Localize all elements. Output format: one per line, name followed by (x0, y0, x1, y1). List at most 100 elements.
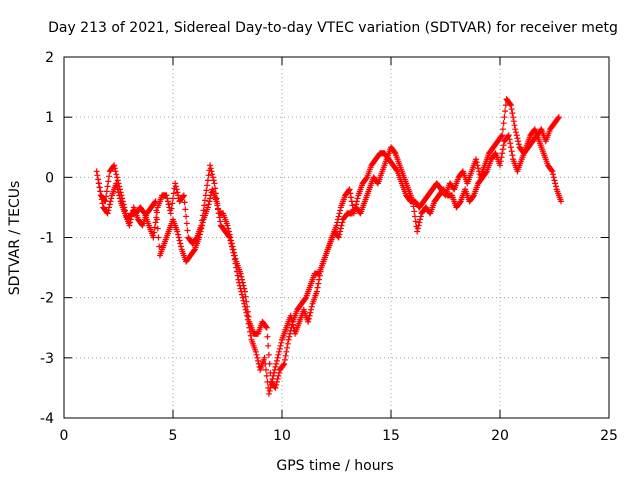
data-point (499, 132, 506, 139)
data-point-interp (165, 201, 172, 208)
data-point-interp (515, 141, 522, 148)
data-point (167, 210, 174, 217)
data-point-interp (498, 154, 505, 161)
x-tick-label: 0 (60, 428, 69, 444)
data-point-interp (225, 233, 232, 240)
data-point-interp (263, 372, 270, 379)
data-point-interp (354, 195, 361, 202)
data-point (172, 180, 179, 187)
data-point-interp (278, 339, 285, 346)
x-axis-label: GPS time / hours (276, 458, 393, 474)
data-point (274, 354, 281, 361)
data-point-interp (94, 172, 101, 179)
data-point-interp (271, 369, 278, 376)
data-point-interp (205, 172, 212, 179)
data-point-interp (511, 122, 518, 129)
data-point-interp (411, 208, 418, 215)
data-point-interp (275, 372, 282, 379)
data-point (263, 324, 270, 331)
data-point-interp (128, 213, 135, 220)
data-point (93, 168, 100, 175)
data-point (224, 222, 231, 229)
data-point (270, 372, 277, 379)
data-point-interp (353, 198, 360, 205)
x-tick-label: 20 (491, 428, 509, 444)
data-point (409, 198, 416, 205)
x-tick-label: 10 (273, 428, 291, 444)
data-point-interp (227, 237, 234, 244)
data-point (252, 348, 259, 355)
data-point-interp (151, 199, 158, 206)
data-point-interp (98, 192, 105, 199)
chart-title: Day 213 of 2021, Sidereal Day-to-day VTE… (48, 20, 618, 36)
data-point-interp (502, 102, 509, 109)
data-point-interp (115, 189, 122, 196)
data-point-interp (475, 165, 482, 172)
data-point-interp (151, 229, 158, 236)
data-point-interp (196, 231, 203, 238)
data-point-interp (247, 328, 254, 335)
data-point (473, 156, 480, 163)
data-point-interp (315, 280, 322, 287)
data-point (207, 162, 214, 169)
data-point-interp (555, 115, 562, 122)
data-point (346, 186, 353, 193)
data-point-interp (173, 186, 180, 193)
data-point (333, 222, 340, 229)
data-point-interp (152, 219, 159, 226)
data-point (111, 162, 118, 169)
data-point-interp (289, 321, 296, 328)
data-point-interp (306, 312, 313, 319)
data-point-interp (204, 177, 211, 184)
data-point-interp (307, 309, 314, 316)
data-point-interp (175, 231, 182, 238)
data-point-interp (108, 195, 115, 202)
data-point-interp (551, 177, 558, 184)
data-point-interp (240, 297, 247, 304)
data-point-interp (499, 126, 506, 133)
data-point-interp (473, 159, 480, 166)
data-point-interp (288, 315, 295, 322)
data-point-interp (127, 219, 134, 226)
data-point-interp (238, 273, 245, 280)
data-point-interp (207, 165, 214, 172)
data-point-interp (107, 198, 114, 205)
data-point-interp (273, 381, 280, 388)
data-point-interp (483, 169, 490, 176)
data-point-interp (416, 219, 423, 226)
data-point-interp (277, 342, 284, 349)
data-point-interp (201, 202, 208, 209)
data-point-interp (552, 183, 559, 190)
data-point-interp (154, 225, 161, 232)
data-point-interp (212, 185, 219, 192)
y-tick-label: -1 (40, 231, 54, 247)
data-point-interp (265, 342, 272, 349)
data-point (414, 228, 421, 235)
data-point-interp (263, 366, 270, 373)
data-point-interp (501, 114, 508, 121)
data-point-interp (316, 272, 323, 279)
data-point-interp (550, 171, 557, 178)
data-point-interp (273, 360, 280, 367)
data-point-interp (338, 222, 345, 229)
data-point-interp (242, 293, 249, 300)
data-point-interp (265, 351, 272, 358)
data-point-interp (280, 361, 287, 368)
data-point-interp (314, 284, 321, 291)
data-point-interp (337, 207, 344, 214)
data-point-interp (499, 150, 506, 157)
data-point (512, 126, 519, 133)
data-point (244, 312, 251, 319)
data-point (196, 234, 203, 241)
data-point-interp (241, 300, 248, 307)
data-point (150, 234, 157, 241)
data-point (126, 222, 133, 229)
data-point-interp (417, 213, 424, 220)
data-point-interp (271, 366, 278, 373)
data-point-interp (239, 291, 246, 298)
data-point-interp (215, 206, 222, 213)
data-point-interp (508, 106, 515, 113)
data-point-interp (513, 132, 520, 139)
data-point (95, 180, 102, 187)
